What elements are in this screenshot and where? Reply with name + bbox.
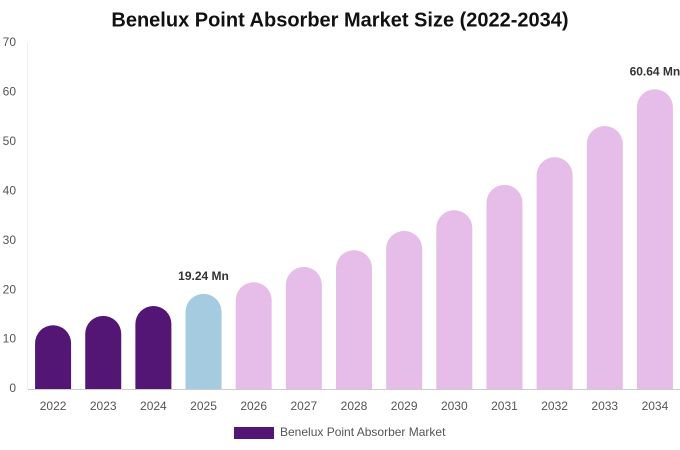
bar <box>85 315 122 389</box>
y-tick-label: 0 <box>9 381 16 395</box>
bar <box>436 210 473 389</box>
x-tick-label: 2033 <box>591 399 618 413</box>
x-tick-label: 2032 <box>541 399 568 413</box>
legend-swatch <box>234 427 274 439</box>
bar <box>35 325 72 389</box>
x-tick-label: 2026 <box>240 399 267 413</box>
bar <box>285 266 322 389</box>
legend-label: Benelux Point Absorber Market <box>280 425 446 439</box>
x-tick-label: 2028 <box>341 399 368 413</box>
bar <box>185 293 222 389</box>
bar <box>536 157 573 389</box>
y-tick-label: 10 <box>3 332 17 346</box>
bar <box>586 126 623 390</box>
x-tick-label: 2024 <box>140 399 167 413</box>
y-tick-label: 30 <box>3 233 17 247</box>
bar <box>386 230 423 389</box>
bar <box>135 305 172 389</box>
bar <box>486 184 523 389</box>
bar <box>336 250 372 389</box>
x-tick-label: 2031 <box>491 399 518 413</box>
bar <box>235 282 272 389</box>
x-tick-label: 2025 <box>190 399 217 413</box>
y-tick-label: 70 <box>3 35 17 49</box>
x-tick-label: 2029 <box>391 399 418 413</box>
x-tick-label: 2022 <box>40 399 67 413</box>
bar <box>636 89 673 390</box>
value-label: 60.64 Mn <box>630 64 680 78</box>
x-tick-label: 2030 <box>441 399 468 413</box>
y-tick-label: 40 <box>3 183 17 197</box>
chart-title: Benelux Point Absorber Market Size (2022… <box>111 9 568 31</box>
y-tick-label: 50 <box>3 134 17 148</box>
y-tick-label: 60 <box>3 85 17 99</box>
x-tick-label: 2027 <box>290 399 317 413</box>
y-tick-label: 20 <box>3 282 17 296</box>
x-tick-label: 2034 <box>642 399 669 413</box>
x-tick-label: 2023 <box>90 399 117 413</box>
value-label: 19.24 Mn <box>178 269 229 283</box>
